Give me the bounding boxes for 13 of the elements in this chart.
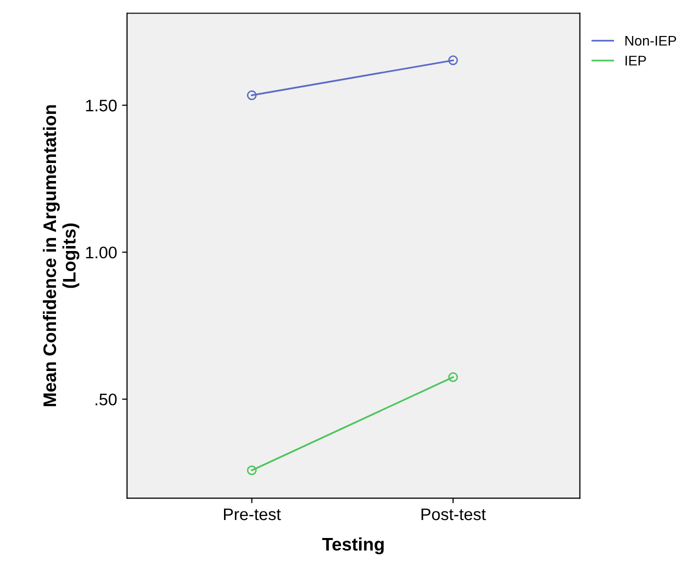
y-axis-title: Mean Confidence in Argumentation (Logits) — [42, 105, 80, 406]
x-axis-title: Testing — [322, 537, 384, 554]
point — [448, 372, 458, 382]
point — [246, 90, 257, 100]
legend-label: IEP — [626, 56, 646, 66]
y-tick-label: 1.00 — [86, 246, 117, 258]
point — [246, 465, 257, 476]
point — [448, 55, 458, 66]
x-tick-label: Post-test — [422, 508, 486, 520]
legend-label: Non-IEP — [625, 36, 676, 46]
x-tick-label: Pre-test — [224, 508, 281, 520]
y-tick-label: .50 — [96, 394, 117, 406]
y-tick-label: 1.50 — [86, 100, 117, 112]
